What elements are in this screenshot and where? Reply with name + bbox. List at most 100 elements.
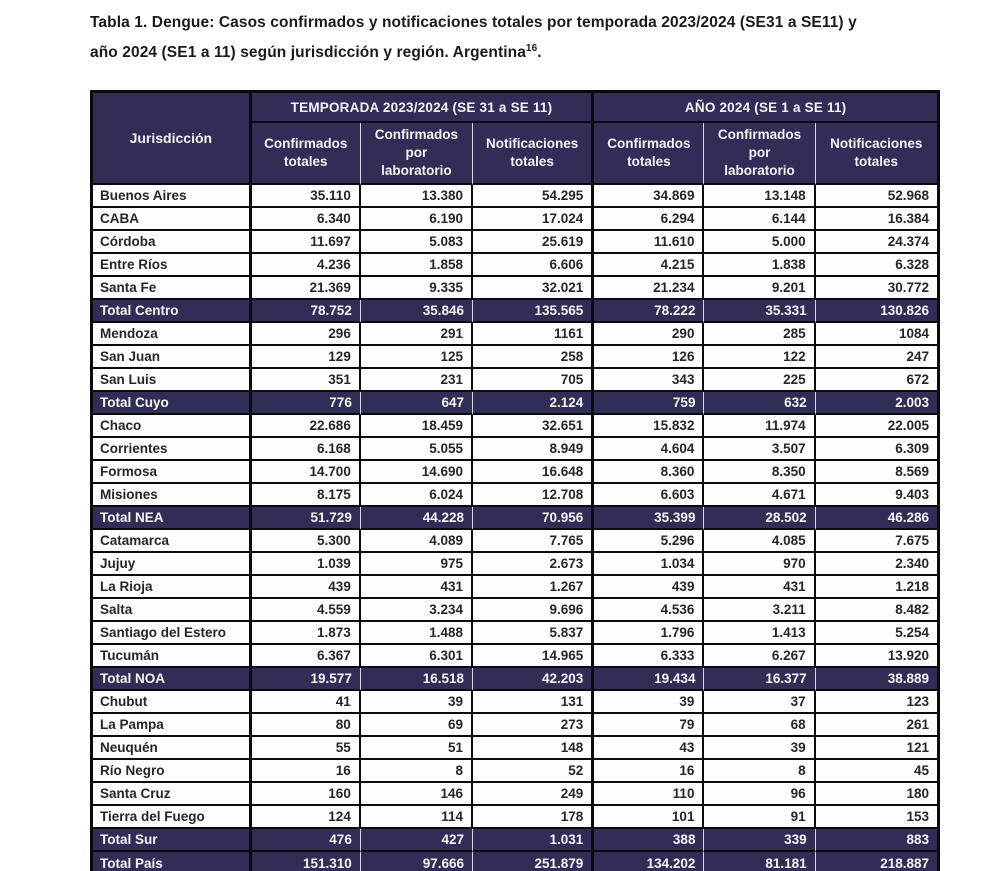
- jurisdiction-cell: Salta: [93, 599, 252, 623]
- value-cell: 8.175: [251, 484, 361, 508]
- table-row: Jujuy 1.039 975 2.673 1.034 970 2.340: [93, 553, 937, 577]
- jurisdiction-cell: Santa Fe: [93, 277, 252, 301]
- value-cell: 5.254: [815, 622, 937, 646]
- value-cell: 35.399: [594, 507, 705, 531]
- value-cell: 4.604: [594, 438, 705, 462]
- value-cell: 1.039: [251, 553, 361, 577]
- value-cell: 134.202: [594, 852, 705, 871]
- table-row: Córdoba 11.697 5.083 25.619 11.610 5.000 24.37…: [93, 231, 937, 255]
- table-row: San Juan 129 125 258 126 122 247: [93, 346, 937, 370]
- value-cell: 8.482: [815, 599, 937, 623]
- value-cell: 54.295: [473, 185, 595, 209]
- table-row: Corrientes 6.168 5.055 8.949 4.604 3.507 6.309: [93, 438, 937, 462]
- jurisdiction-cell: San Juan: [93, 346, 252, 370]
- sub-header-row: Confirmados totales Confirmados por labo…: [93, 123, 937, 186]
- table-row: Tierra del Fuego 124 114 178 101 91 153: [93, 806, 937, 830]
- value-cell: 2.673: [473, 553, 595, 577]
- value-cell: 975: [360, 553, 474, 577]
- value-cell: 52: [473, 760, 595, 784]
- value-cell: 14.700: [251, 461, 361, 485]
- value-cell: 8: [360, 760, 474, 784]
- value-cell: 110: [594, 783, 705, 807]
- value-cell: 5.837: [473, 622, 595, 646]
- value-cell: 42.203: [473, 668, 595, 692]
- value-cell: 2.124: [473, 392, 595, 416]
- jurisdiction-cell: Entre Ríos: [93, 254, 252, 278]
- value-cell: 39: [360, 691, 474, 715]
- jurisdiction-cell: Córdoba: [93, 231, 252, 255]
- table-row: Misiones 8.175 6.024 12.708 6.603 4.671 9.403: [93, 484, 937, 508]
- value-cell: 9.201: [704, 277, 816, 301]
- value-cell: 427: [360, 829, 474, 853]
- jurisdiction-cell: Neuquén: [93, 737, 252, 761]
- table-row: Entre Ríos 4.236 1.858 6.606 4.215 1.838 6.328: [93, 254, 937, 278]
- value-cell: 3.211: [704, 599, 816, 623]
- value-cell: 6.328: [815, 254, 937, 278]
- value-cell: 8.350: [704, 461, 816, 485]
- value-cell: 4.236: [251, 254, 361, 278]
- total-row: Total NEA 51.729 44.228 70.956 35.399 28.502 4…: [93, 507, 937, 531]
- value-cell: 4.671: [704, 484, 816, 508]
- value-cell: 4.559: [251, 599, 361, 623]
- table-title-text: Tabla 1. Dengue: Casos confirmados y not…: [90, 14, 857, 62]
- value-cell: 970: [704, 553, 816, 577]
- value-cell: 70.956: [473, 507, 595, 531]
- column-header-notificaciones-totales-temporada: Notificaciones totales: [473, 123, 595, 186]
- table-title: Tabla 1. Dengue: Casos confirmados y not…: [90, 10, 880, 66]
- value-cell: 1.858: [360, 254, 474, 278]
- jurisdiction-cell: Buenos Aires: [93, 185, 252, 209]
- value-cell: 4.089: [360, 530, 474, 554]
- value-cell: 9.403: [815, 484, 937, 508]
- value-cell: 632: [704, 392, 816, 416]
- table-row: Neuquén 55 51 148 43 39 121: [93, 737, 937, 761]
- table-row: La Pampa 80 69 273 79 68 261: [93, 714, 937, 738]
- value-cell: 247: [815, 346, 937, 370]
- value-cell: 18.459: [360, 415, 474, 439]
- value-cell: 439: [251, 576, 361, 600]
- jurisdiction-cell: Chaco: [93, 415, 252, 439]
- value-cell: 1.034: [594, 553, 705, 577]
- jurisdiction-cell: La Rioja: [93, 576, 252, 600]
- value-cell: 8.949: [473, 438, 595, 462]
- value-cell: 21.234: [594, 277, 705, 301]
- value-cell: 28.502: [704, 507, 816, 531]
- value-cell: 38.889: [815, 668, 937, 692]
- value-cell: 291: [360, 323, 474, 347]
- value-cell: 51: [360, 737, 474, 761]
- table-title-period: .: [537, 44, 542, 62]
- value-cell: 4.536: [594, 599, 705, 623]
- value-cell: 3.234: [360, 599, 474, 623]
- jurisdiction-cell: CABA: [93, 208, 252, 232]
- value-cell: 8.569: [815, 461, 937, 485]
- value-cell: 114: [360, 806, 474, 830]
- value-cell: 81.181: [704, 852, 816, 871]
- value-cell: 35.331: [704, 300, 816, 324]
- value-cell: 151.310: [251, 852, 361, 871]
- value-cell: 3.507: [704, 438, 816, 462]
- table-header: Jurisdicción TEMPORADA 2023/2024 (SE 31 …: [93, 93, 937, 186]
- jurisdiction-cell: Total País: [93, 852, 252, 871]
- value-cell: 12.708: [473, 484, 595, 508]
- value-cell: 2.340: [815, 553, 937, 577]
- value-cell: 14.690: [360, 461, 474, 485]
- jurisdiction-cell: Corrientes: [93, 438, 252, 462]
- value-cell: 672: [815, 369, 937, 393]
- jurisdiction-cell: Total Cuyo: [93, 392, 252, 416]
- value-cell: 2.003: [815, 392, 937, 416]
- jurisdiction-cell: Tierra del Fuego: [93, 806, 252, 830]
- value-cell: 5.000: [704, 231, 816, 255]
- value-cell: 16.377: [704, 668, 816, 692]
- value-cell: 8: [704, 760, 816, 784]
- value-cell: 24.374: [815, 231, 937, 255]
- value-cell: 13.920: [815, 645, 937, 669]
- value-cell: 16.648: [473, 461, 595, 485]
- total-row: Total Cuyo 776 647 2.124 759 632 2.003: [93, 392, 937, 416]
- value-cell: 46.286: [815, 507, 937, 531]
- column-header-confirmados-laboratorio-temporada: Confirmados por laboratorio: [360, 123, 474, 186]
- value-cell: 22.686: [251, 415, 361, 439]
- value-cell: 5.055: [360, 438, 474, 462]
- value-cell: 5.083: [360, 231, 474, 255]
- table-row: CABA 6.340 6.190 17.024 6.294 6.144 16.384: [93, 208, 937, 232]
- value-cell: 16: [594, 760, 705, 784]
